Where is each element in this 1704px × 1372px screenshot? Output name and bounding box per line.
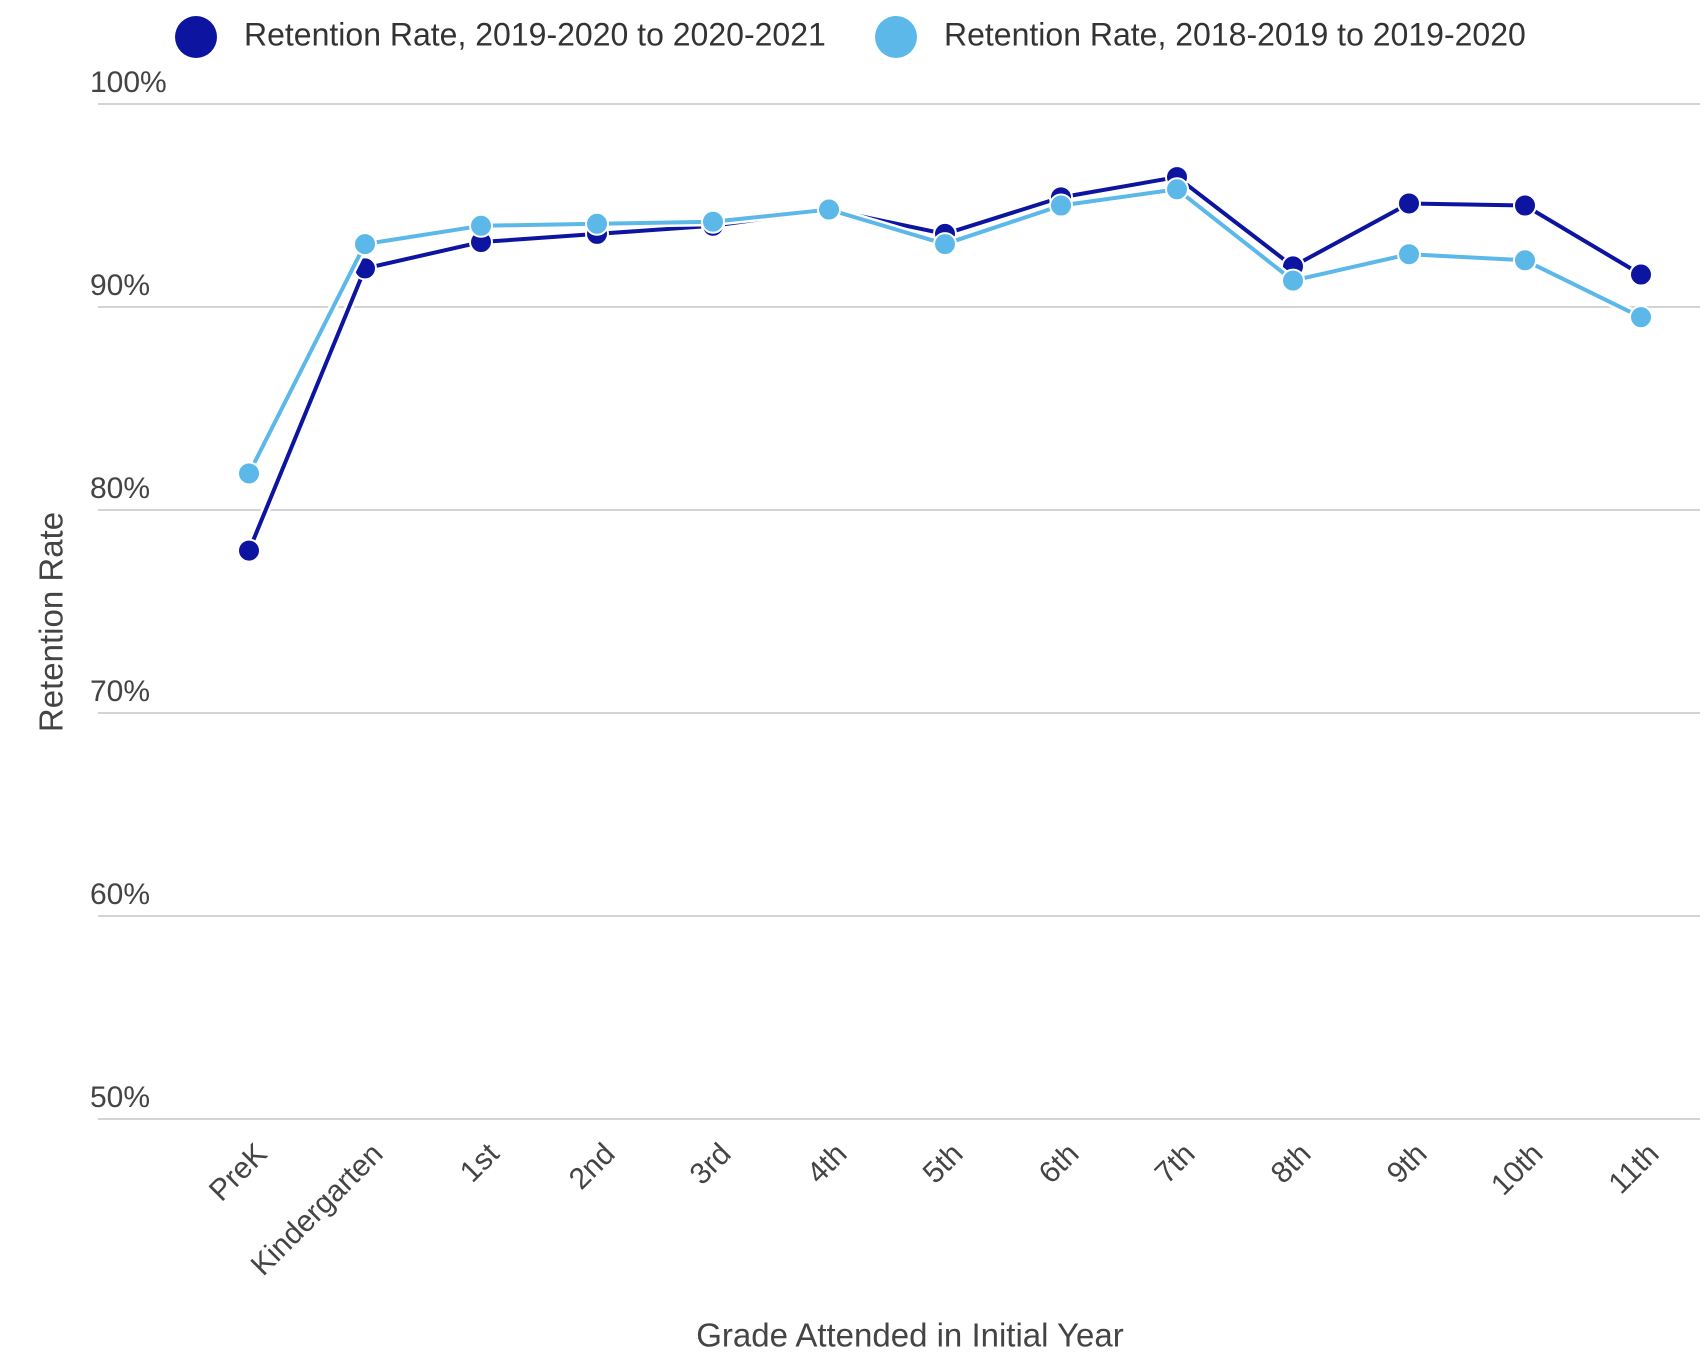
x-tick-label: 9th [1381, 1137, 1434, 1190]
x-tick-label: PreK [203, 1137, 274, 1208]
y-tick-label: 100% [90, 66, 167, 99]
legend-marker [875, 16, 917, 58]
data-point [1629, 305, 1653, 330]
y-tick-label: 70% [90, 675, 150, 708]
y-tick-label: 50% [90, 1081, 150, 1114]
x-tick-label: 1st [454, 1137, 506, 1189]
data-point [353, 232, 377, 257]
data-point [1397, 242, 1421, 267]
y-axis-title: Retention Rate [33, 512, 70, 732]
data-point [469, 213, 493, 238]
data-point [817, 197, 841, 222]
x-tick-label: 2nd [563, 1137, 622, 1196]
data-point [237, 538, 261, 563]
x-tick-label: 5th [917, 1137, 970, 1190]
y-tick-label: 80% [90, 472, 150, 505]
x-tick-label: 10th [1485, 1137, 1550, 1202]
x-tick-label: 11th [1602, 1137, 1665, 1200]
data-point [1513, 248, 1537, 273]
x-tick-label: 4th [801, 1137, 854, 1190]
legend-marker [175, 16, 217, 58]
data-point [1397, 191, 1421, 216]
data-point [1629, 262, 1653, 287]
data-point [585, 211, 609, 236]
x-axis-title: Grade Attended in Initial Year [696, 1317, 1124, 1354]
data-point [1513, 193, 1537, 218]
y-tick-label: 60% [90, 878, 150, 911]
data-point [701, 209, 725, 234]
x-tick-label: 7th [1149, 1137, 1202, 1190]
x-tick-label: 3rd [684, 1137, 738, 1191]
data-point [237, 461, 261, 486]
data-point [1049, 193, 1073, 218]
data-point [933, 232, 957, 257]
y-tick-label: 90% [90, 269, 150, 302]
x-tick-label: 8th [1265, 1137, 1318, 1190]
x-tick-label: 6th [1033, 1137, 1086, 1190]
data-point [1165, 177, 1189, 202]
data-point [1281, 268, 1305, 293]
legend-label: Retention Rate, 2018-2019 to 2019-2020 [944, 16, 1526, 52]
legend-label: Retention Rate, 2019-2020 to 2020-2021 [244, 16, 826, 52]
